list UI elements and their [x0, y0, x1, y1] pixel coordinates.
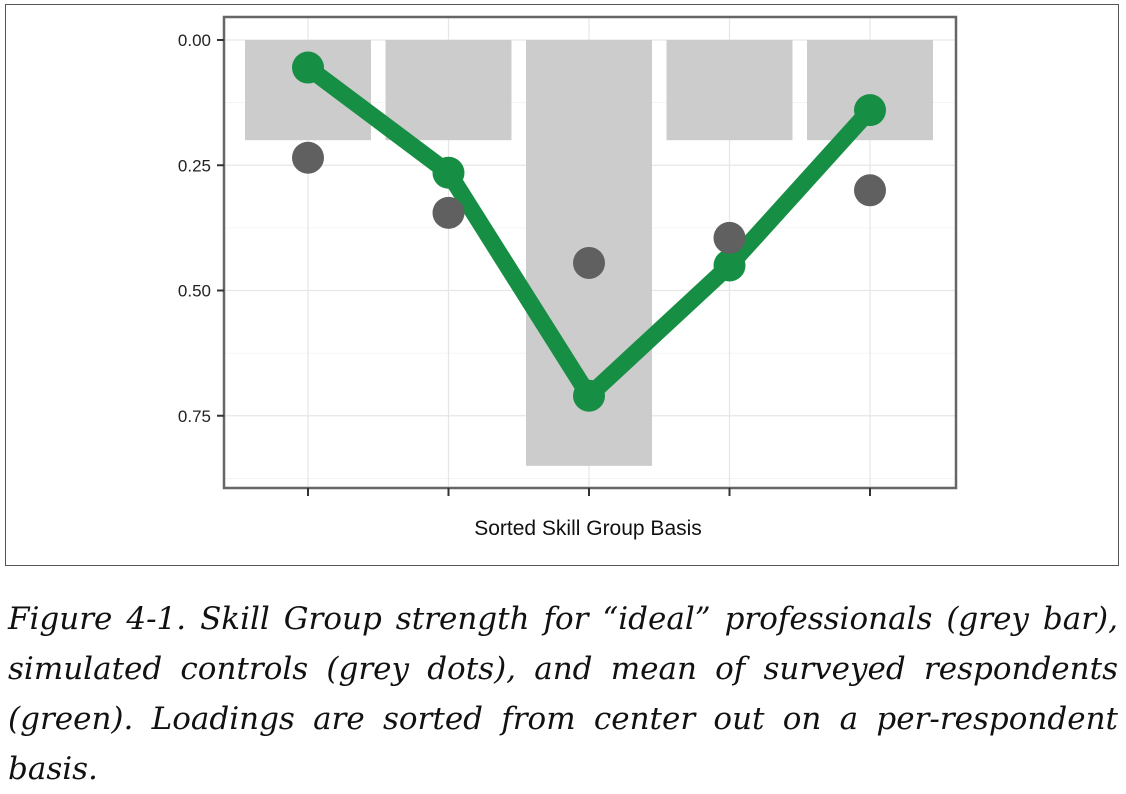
y-tick-label: 0.75 [178, 407, 211, 426]
figure-caption: Figure 4-1. Skill Group strength for “id… [8, 601, 1118, 787]
control-dot-2 [432, 196, 465, 229]
control-dot-4 [713, 221, 746, 254]
mean-point-3 [573, 379, 605, 412]
axis-layer: 0.00 0.25 0.50 0.75 [178, 31, 871, 496]
chart: 0.00 0.25 0.50 0.75 Sorted Skill Group Basi… [178, 15, 958, 540]
line-layer [292, 51, 886, 412]
control-dot-1 [292, 141, 324, 174]
dot-layer [292, 141, 886, 279]
bar-2 [385, 40, 512, 141]
control-dot-3 [573, 246, 605, 279]
bar-layer [245, 40, 933, 466]
bar-4 [666, 40, 793, 141]
mean-point-5 [854, 94, 886, 127]
mean-point-4 [713, 249, 746, 282]
y-tick-label: 0.25 [178, 156, 211, 175]
figure-frame: 0.00 0.25 0.50 0.75 Sorted Skill Group Basi… [5, 4, 1119, 566]
control-dot-5 [854, 174, 886, 207]
y-tick-label: 0.50 [178, 282, 211, 301]
mean-point-1 [292, 51, 324, 84]
x-axis-title: Sorted Skill Group Basis [474, 517, 702, 540]
y-tick-label: 0.00 [178, 31, 211, 50]
mean-point-2 [432, 156, 465, 189]
